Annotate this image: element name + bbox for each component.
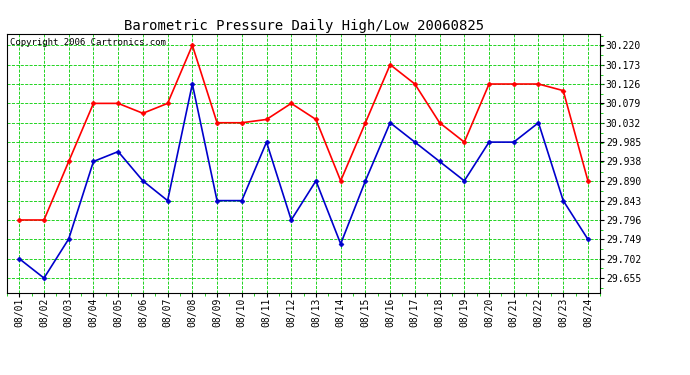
Text: Copyright 2006 Cartronics.com: Copyright 2006 Cartronics.com (10, 38, 166, 46)
Title: Barometric Pressure Daily High/Low 20060825: Barometric Pressure Daily High/Low 20060… (124, 19, 484, 33)
